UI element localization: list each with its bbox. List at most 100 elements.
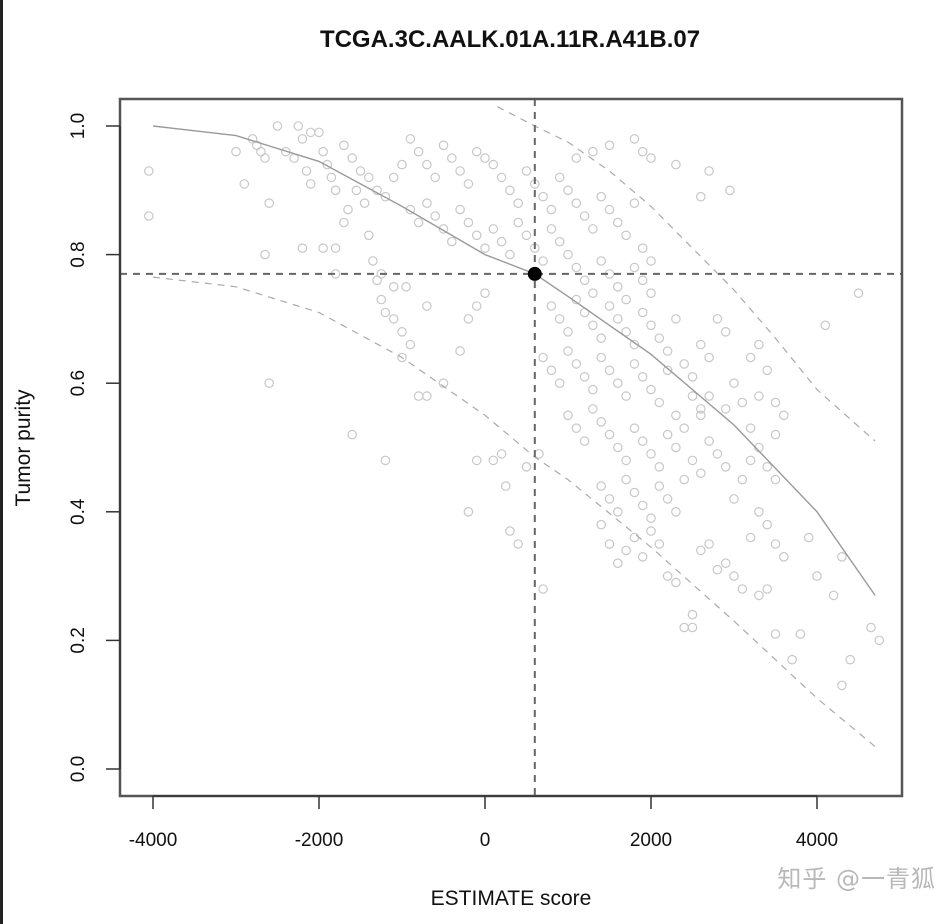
data-point	[455, 166, 465, 176]
data-point	[339, 217, 349, 228]
x-tick-label: 4000	[796, 830, 838, 851]
data-point	[588, 320, 598, 331]
data-point	[646, 449, 656, 459]
data-point	[679, 359, 689, 369]
data-point	[754, 391, 764, 401]
data-point	[397, 326, 407, 337]
data-point	[604, 539, 615, 549]
data-point	[720, 558, 731, 568]
data-point	[770, 397, 781, 408]
data-point	[496, 172, 507, 183]
data-point	[347, 429, 357, 440]
data-point	[231, 146, 241, 157]
data-point	[413, 146, 424, 157]
data-point	[671, 314, 681, 324]
data-point	[621, 545, 631, 556]
fit-curve	[152, 125, 876, 596]
data-point	[637, 243, 648, 253]
y-tick-label: 0.2	[68, 627, 89, 653]
data-point	[646, 320, 656, 331]
data-point	[662, 365, 673, 376]
data-point	[596, 481, 606, 491]
data-point	[554, 378, 565, 388]
data-point	[380, 191, 391, 202]
data-point	[579, 211, 590, 221]
data-point	[571, 153, 582, 163]
data-point	[654, 461, 665, 472]
scatter-points	[144, 121, 885, 691]
data-point	[521, 461, 532, 472]
data-point	[729, 378, 739, 388]
data-point	[621, 391, 631, 401]
data-point	[662, 494, 673, 504]
window-left-border	[0, 0, 3, 924]
data-point	[534, 449, 544, 459]
data-point	[596, 416, 606, 427]
data-point	[505, 249, 515, 260]
data-point	[463, 314, 474, 324]
data-point	[355, 166, 366, 176]
data-point	[144, 166, 154, 176]
data-point	[720, 404, 731, 414]
data-point	[845, 654, 855, 665]
data-point	[762, 584, 772, 594]
data-point	[422, 159, 432, 170]
data-point	[679, 474, 689, 485]
data-point	[704, 436, 714, 446]
data-point	[604, 365, 615, 376]
data-point	[671, 577, 681, 588]
data-point	[413, 217, 424, 228]
y-tick-label: 0.0	[68, 756, 89, 782]
data-point	[330, 243, 341, 253]
data-point	[405, 204, 416, 215]
data-point	[538, 256, 548, 266]
data-point	[538, 584, 548, 594]
data-point	[596, 333, 606, 343]
data-point	[380, 307, 391, 318]
data-point	[397, 352, 407, 363]
data-point	[554, 172, 565, 183]
data-point	[629, 359, 640, 369]
data-point	[629, 487, 640, 498]
data-point	[629, 532, 640, 543]
data-point	[745, 352, 756, 363]
data-point	[729, 494, 739, 504]
data-point	[405, 339, 416, 350]
data-point	[438, 378, 449, 388]
data-point	[521, 230, 532, 241]
data-point	[513, 539, 523, 549]
data-point	[637, 436, 648, 446]
data-point	[787, 654, 797, 665]
data-point	[778, 551, 789, 562]
data-point	[596, 352, 606, 363]
data-point	[729, 571, 739, 581]
data-point	[671, 442, 681, 453]
data-point	[579, 371, 590, 382]
data-point	[322, 159, 333, 170]
data-point	[471, 230, 482, 241]
data-point	[737, 397, 748, 408]
data-point	[422, 198, 432, 208]
x-axis-title: ESTIMATE score	[431, 887, 592, 910]
data-point	[725, 185, 735, 196]
data-point	[546, 204, 557, 215]
data-point	[604, 140, 615, 151]
data-point	[612, 442, 623, 453]
data-point	[828, 590, 839, 601]
data-point	[496, 449, 507, 459]
y-tick-label: 1.0	[68, 113, 89, 139]
data-point	[546, 365, 557, 376]
data-point	[629, 423, 640, 433]
data-point	[687, 391, 698, 401]
data-point	[770, 539, 781, 549]
data-point	[521, 166, 532, 176]
data-point	[637, 307, 648, 318]
x-tick-label: 0	[480, 830, 491, 851]
data-point	[604, 204, 615, 215]
data-point	[430, 172, 440, 183]
data-point	[612, 281, 623, 292]
data-point	[596, 191, 606, 202]
data-point	[712, 564, 723, 575]
data-point	[874, 635, 885, 646]
data-point	[745, 423, 756, 433]
